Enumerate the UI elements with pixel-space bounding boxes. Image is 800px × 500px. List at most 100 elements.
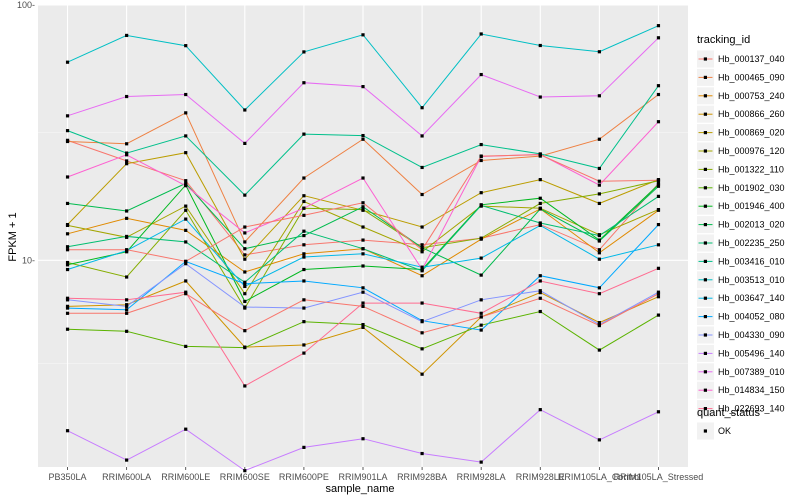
data-point — [184, 427, 188, 431]
data-point — [538, 296, 542, 300]
data-point — [65, 114, 70, 118]
legend-point — [703, 315, 707, 319]
data-point — [656, 292, 661, 296]
data-point — [597, 438, 601, 442]
data-point — [479, 158, 483, 163]
data-point — [65, 248, 70, 252]
data-point — [125, 458, 129, 462]
legend-point — [703, 241, 707, 245]
data-point — [538, 196, 542, 200]
legend: tracking_id Hb_000137_040 Hb_000465_090 Hb… — [697, 34, 785, 418]
legend-label: Hb_001322_110 — [718, 164, 784, 174]
data-point — [302, 343, 306, 347]
legend-point — [703, 112, 707, 116]
data-point — [361, 133, 365, 138]
data-point — [302, 199, 306, 204]
data-point — [125, 248, 129, 252]
legend-label: Hb_000976_120 — [718, 146, 785, 156]
data-point — [65, 129, 70, 133]
data-point — [243, 299, 247, 304]
data-point — [479, 154, 483, 158]
data-point — [302, 298, 306, 302]
data-point — [420, 243, 424, 247]
x-tick-label: RRIM928BA — [397, 472, 447, 482]
data-point — [538, 43, 542, 48]
legend-label: Hb_014834_150 — [718, 385, 785, 395]
data-point — [361, 238, 365, 242]
x-tick-label: RRIM600LE — [161, 472, 210, 482]
data-point — [243, 284, 247, 289]
legend-point — [703, 333, 707, 337]
data-point — [65, 260, 70, 265]
data-point — [361, 33, 365, 37]
data-point — [65, 175, 70, 179]
legend-label: Hb_003416_010 — [718, 256, 785, 266]
data-point — [420, 372, 424, 376]
data-point — [243, 305, 247, 309]
data-point — [361, 247, 365, 251]
y-tick-label: 100- — [17, 0, 35, 10]
data-point — [361, 325, 365, 329]
data-point — [597, 94, 601, 98]
data-point — [479, 142, 483, 147]
data-point — [302, 132, 306, 136]
data-point — [184, 344, 188, 348]
legend-point — [703, 259, 707, 263]
data-point — [184, 179, 188, 183]
data-point — [538, 279, 542, 283]
data-point — [656, 84, 661, 88]
data-point — [597, 233, 601, 238]
data-point — [538, 408, 542, 412]
data-point — [597, 321, 601, 325]
x-tick-label: RRIM600PE — [279, 472, 329, 482]
x-tick-label: RRIM928LE — [516, 472, 565, 482]
legend-label: Hb_007389_010 — [718, 367, 785, 377]
legend-label: Hb_004330_090 — [718, 330, 785, 340]
data-point — [656, 266, 661, 270]
data-point — [302, 252, 306, 256]
x-axis: PB350LA RRIM600LA RRIM600LE RRIM600SE RRIM60… — [49, 467, 703, 482]
shape-legend-point — [703, 429, 707, 433]
data-point — [302, 243, 306, 247]
data-point — [125, 234, 129, 239]
shape-legend-label: OK — [718, 426, 731, 436]
data-point — [243, 270, 247, 274]
data-point — [597, 248, 601, 252]
data-point — [420, 192, 424, 197]
data-point — [361, 85, 365, 89]
legend-label: Hb_002013_020 — [718, 220, 785, 230]
data-point — [479, 298, 483, 302]
legend-point — [703, 149, 707, 153]
legend-point — [703, 94, 707, 98]
data-point — [361, 301, 365, 305]
data-point — [479, 72, 483, 77]
legend-point — [703, 186, 707, 190]
data-point — [479, 460, 483, 464]
data-point — [597, 183, 601, 187]
data-point — [538, 153, 542, 157]
data-point — [302, 81, 306, 85]
data-point — [538, 95, 542, 99]
data-point — [420, 347, 424, 351]
data-point — [597, 192, 601, 196]
data-point — [420, 320, 424, 324]
data-point — [597, 166, 601, 171]
data-point — [125, 303, 129, 307]
data-point — [125, 142, 129, 146]
data-point — [361, 137, 365, 141]
legend-label: Hb_002235_250 — [718, 238, 785, 248]
data-point — [597, 179, 601, 183]
legend-point — [703, 131, 707, 135]
data-point — [361, 437, 365, 441]
data-point — [302, 445, 306, 449]
y-axis-title: FPKM + 1 — [7, 212, 19, 261]
data-point — [656, 184, 661, 188]
data-point — [125, 94, 129, 99]
data-point — [184, 217, 188, 221]
data-point — [302, 213, 306, 217]
data-point — [597, 348, 601, 352]
legend-point — [703, 407, 707, 411]
data-point — [302, 50, 306, 54]
legend-label: Hb_004052_080 — [718, 312, 785, 322]
legend-label: Hb_022693_140 — [718, 404, 785, 414]
